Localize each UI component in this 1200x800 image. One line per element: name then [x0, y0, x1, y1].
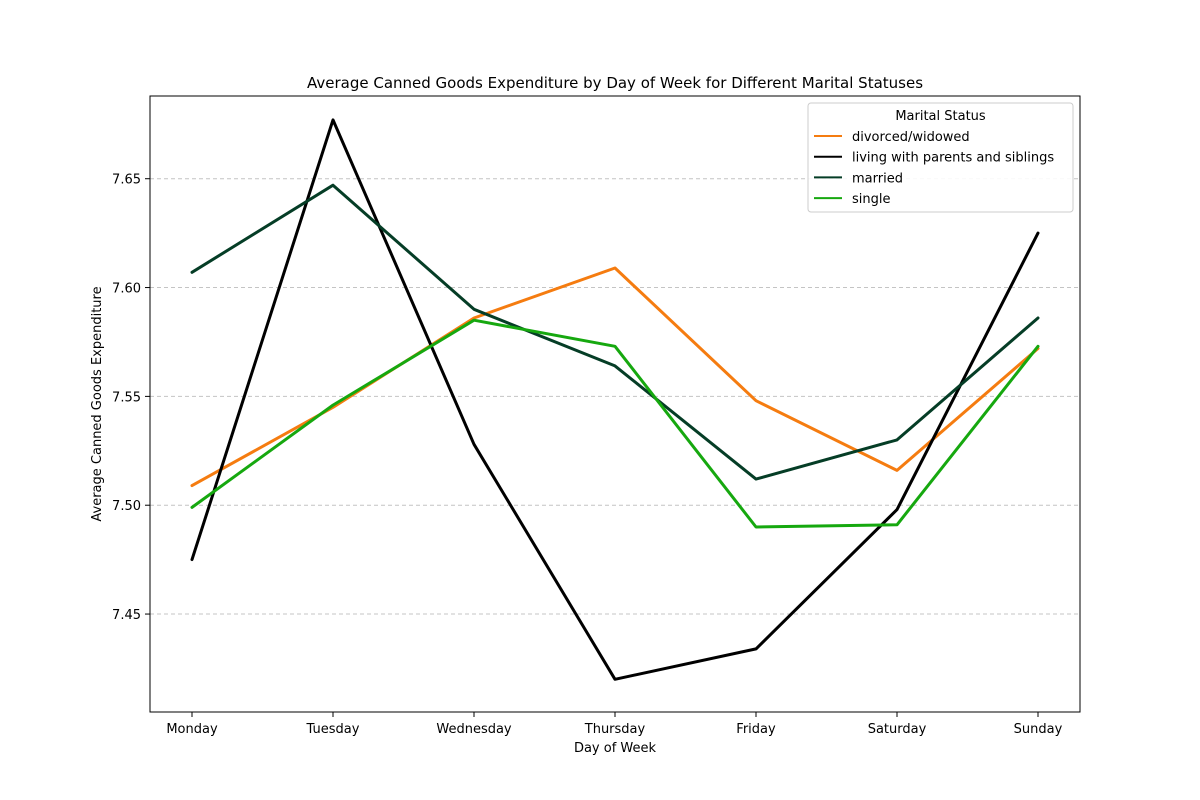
y-tick-label: 7.45	[112, 608, 141, 623]
series-lines	[190, 118, 1040, 681]
x-axis-label: Day of Week	[574, 741, 657, 756]
x-tick-label: Monday	[166, 722, 218, 737]
series-line-2	[190, 183, 1040, 481]
legend-entry-label: single	[852, 192, 891, 207]
x-tick-label: Tuesday	[306, 722, 360, 737]
x-tick-label: Saturday	[868, 722, 927, 737]
legend-entry-label: living with parents and siblings	[852, 151, 1054, 166]
x-tick-label: Sunday	[1014, 722, 1063, 737]
legend-box	[807, 102, 1074, 213]
y-tick-label: 7.65	[112, 173, 141, 188]
legend: Marital Status divorced/widowed living wi…	[807, 102, 1074, 213]
legend-title: Marital Status	[895, 109, 986, 124]
x-tick-label: Wednesday	[436, 722, 512, 737]
legend-entry-label: divorced/widowed	[852, 130, 970, 145]
grid-lines	[150, 178, 1080, 615]
series-line-0	[190, 266, 1040, 488]
series-line-3	[190, 318, 1040, 529]
x-tick-label: Friday	[736, 722, 776, 737]
series-line-1	[190, 118, 1040, 681]
y-tick-label: 7.55	[112, 390, 141, 405]
legend-entry-label: married	[852, 171, 903, 186]
y-tick-label: 7.50	[112, 499, 141, 514]
chart-title: Average Canned Goods Expenditure by Day …	[307, 74, 923, 92]
axis-ticks: 7.45 7.50 7.55 7.60 7.65 Monday Tuesday Wednesd…	[112, 173, 1063, 737]
x-tick-label: Thursday	[584, 722, 646, 737]
y-tick-label: 7.60	[112, 282, 141, 297]
y-axis-label: Average Canned Goods Expenditure	[90, 286, 105, 521]
